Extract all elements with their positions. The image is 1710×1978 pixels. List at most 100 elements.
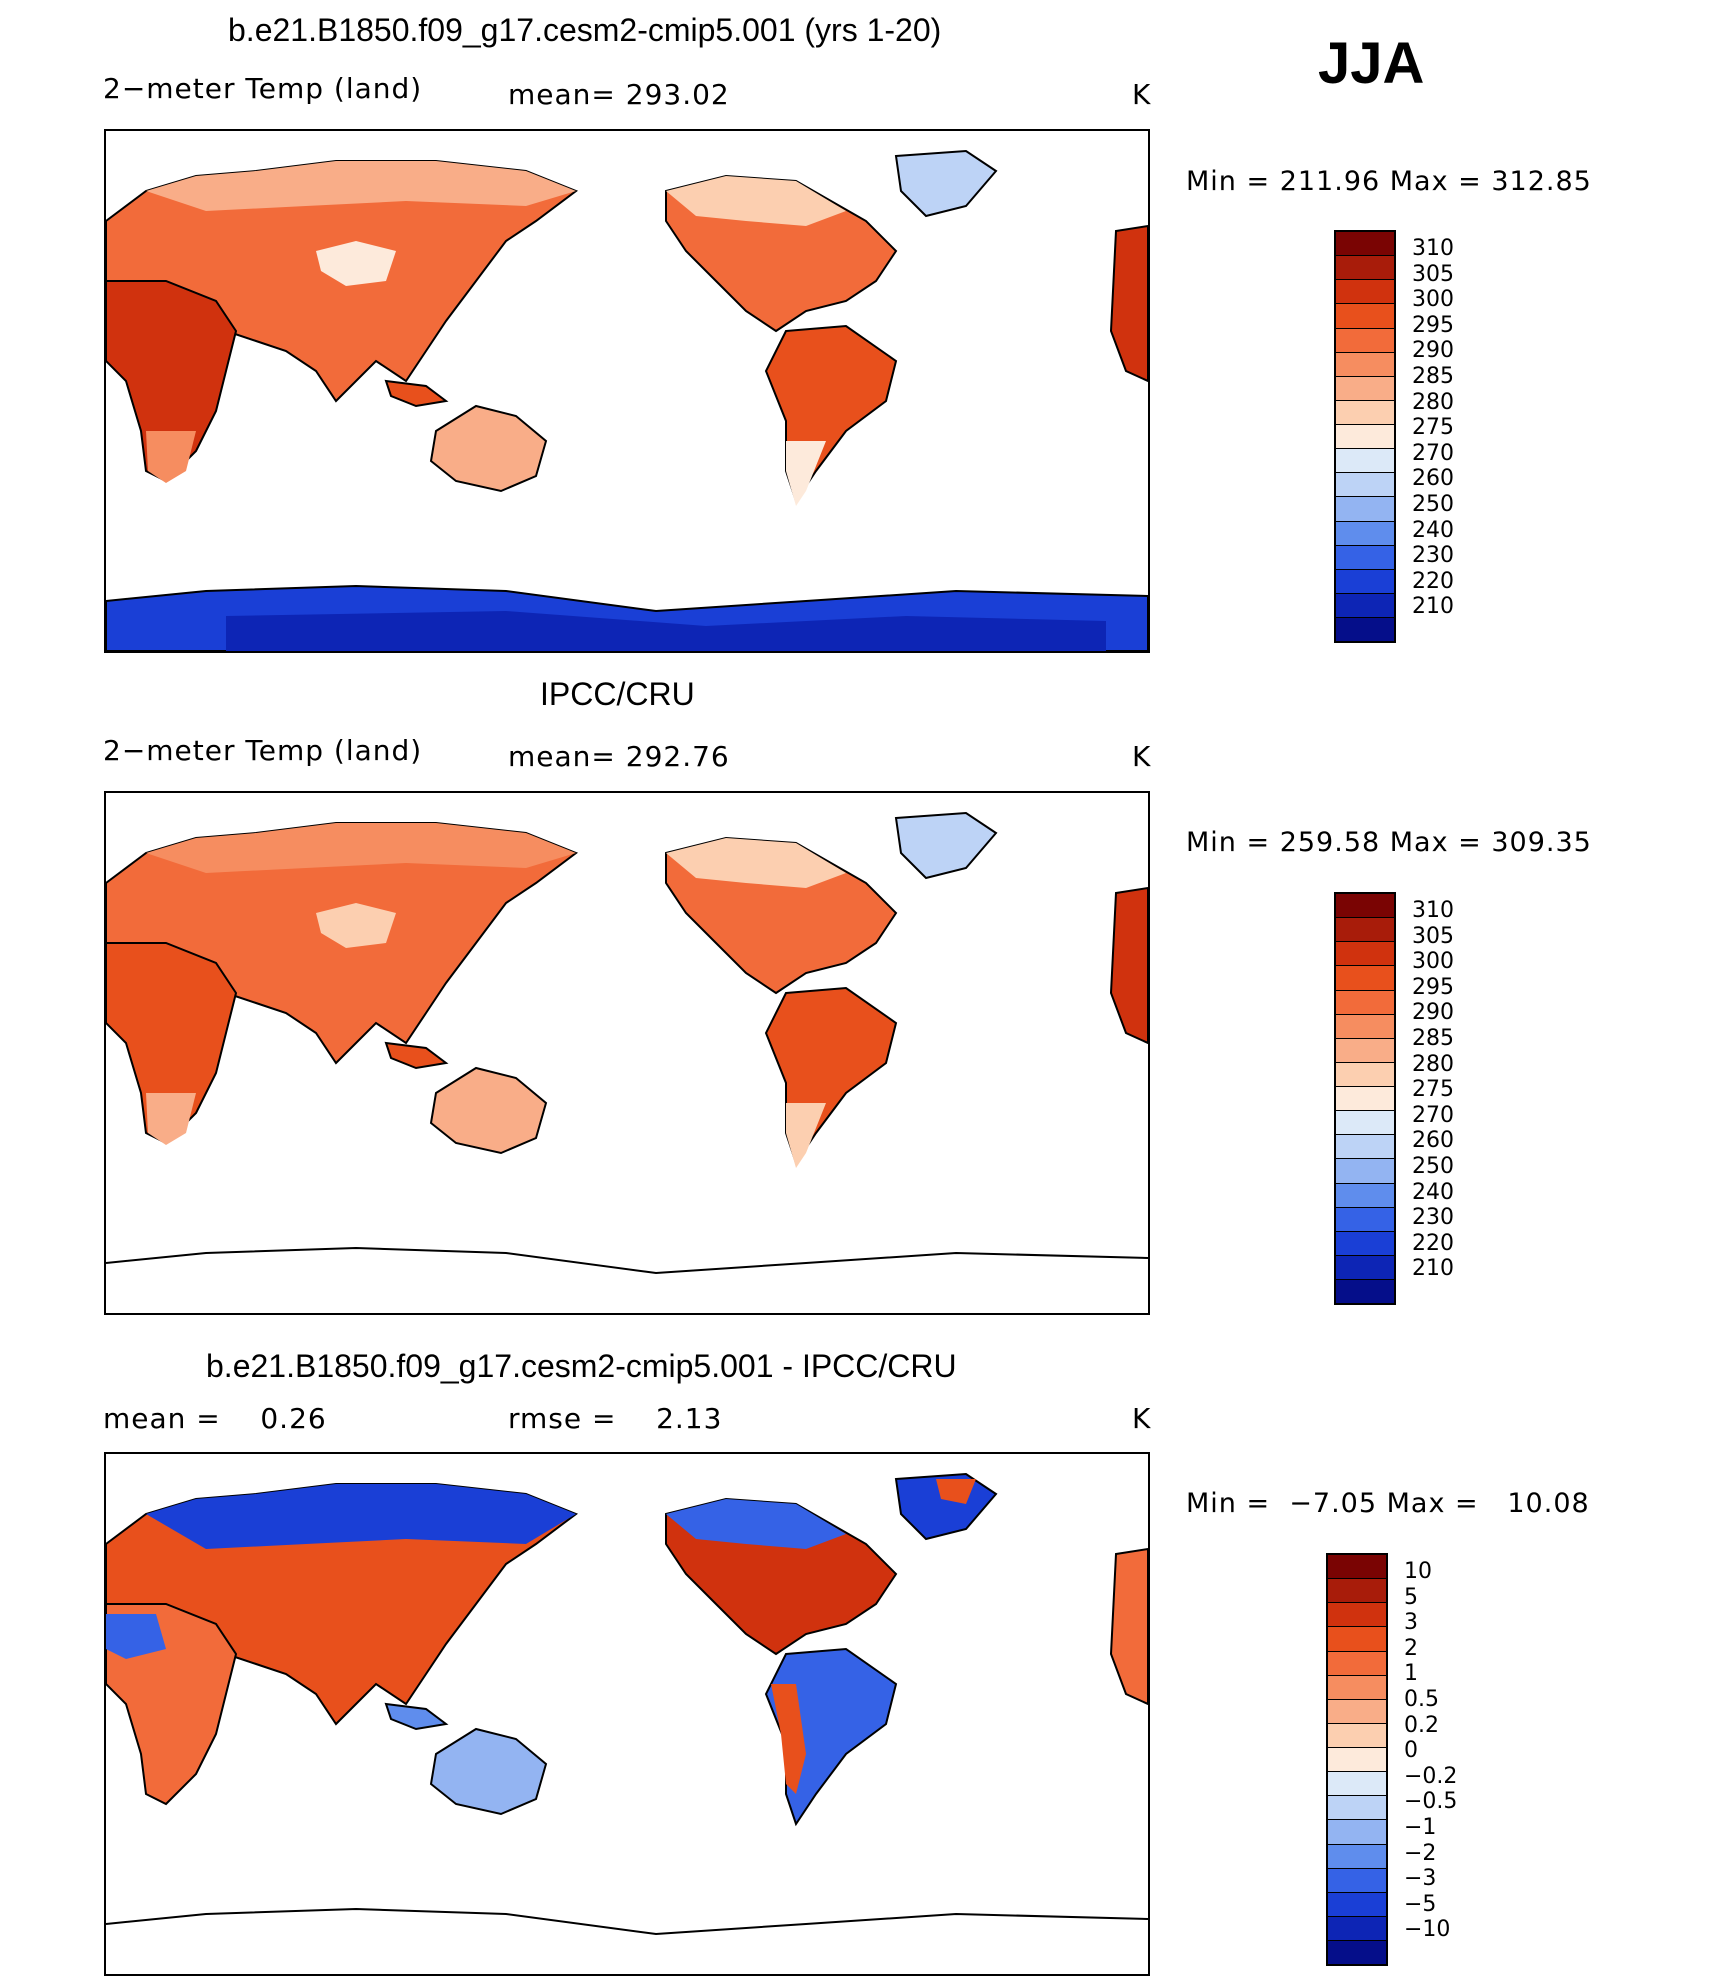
australia-land — [429, 1727, 548, 1816]
colorbar-tick-label: 260 — [1412, 466, 1454, 492]
colorbar-swatch — [1336, 894, 1394, 919]
colorbar-swatch — [1336, 304, 1394, 329]
colorbar-swatch — [1336, 966, 1394, 991]
panel2-colorbar — [1334, 892, 1396, 1305]
colorbar-swatch — [1336, 376, 1394, 401]
colorbar-tick-label: 250 — [1412, 492, 1454, 517]
panel1-minmax-label: Min = 211.96 Max = 312.85 — [1186, 166, 1592, 197]
panel2-landmasses — [106, 811, 1148, 1275]
sahara-cold-bias — [106, 1614, 166, 1659]
north-america-north — [666, 176, 846, 226]
north-america-north — [666, 838, 846, 888]
siberia-cool-band — [146, 823, 576, 873]
colorbar-tick-label: 3 — [1404, 1610, 1418, 1636]
colorbar-swatch — [1336, 280, 1394, 305]
africa-land — [106, 942, 238, 1145]
colorbar-swatch — [1336, 449, 1394, 474]
africa-south — [146, 1093, 196, 1145]
colorbar-swatch — [1336, 918, 1394, 943]
panel3-rmse-label: rmse = 2.13 — [508, 1402, 723, 1435]
panel3-mean-label: mean = 0.26 — [103, 1402, 327, 1435]
panel2-mean-label: mean= 292.76 — [508, 740, 730, 773]
se-asia-islands — [384, 379, 449, 408]
colorbar-tick-label: −10 — [1404, 1917, 1451, 1943]
colorbar-tick-label: 285 — [1412, 364, 1454, 389]
colorbar-tick-label: 230 — [1412, 543, 1454, 569]
colorbar-tick-label: −5 — [1404, 1891, 1437, 1917]
colorbar-swatch — [1336, 497, 1394, 522]
colorbar-tick-label: 260 — [1412, 1128, 1454, 1154]
colorbar-tick-label: 305 — [1412, 923, 1454, 949]
colorbar-swatch — [1328, 1603, 1386, 1628]
colorbar-swatch — [1336, 1135, 1394, 1160]
panel3-colorbar — [1326, 1553, 1388, 1966]
panel3-map — [104, 1452, 1150, 1976]
colorbar-swatch — [1336, 425, 1394, 450]
panel1-landmasses — [106, 149, 1148, 651]
colorbar-swatch — [1328, 1820, 1386, 1845]
colorbar-tick-label: 220 — [1412, 1230, 1454, 1256]
colorbar-tick-label: 290 — [1412, 1000, 1454, 1026]
colorbar-tick-label: 280 — [1412, 1051, 1454, 1077]
panel3-map-canvas — [106, 1472, 1148, 1936]
colorbar-tick-label: −0.2 — [1404, 1763, 1458, 1789]
colorbar-tick-label: 270 — [1412, 1102, 1454, 1128]
colorbar-swatch — [1328, 1796, 1386, 1821]
colorbar-swatch — [1328, 1627, 1386, 1652]
colorbar-tick-label: 0.5 — [1404, 1687, 1439, 1712]
colorbar-swatch — [1336, 569, 1394, 594]
greenland-land — [894, 149, 998, 218]
se-asia-islands — [384, 1041, 449, 1070]
colorbar-tick-label: 1 — [1404, 1661, 1418, 1687]
colorbar-swatch — [1328, 1748, 1386, 1773]
colorbar-tick-label: −0.5 — [1404, 1789, 1458, 1815]
colorbar-swatch — [1336, 990, 1394, 1015]
colorbar-tick-label: −3 — [1404, 1866, 1437, 1892]
panel3-minmax-label: Min = −7.05 Max = 10.08 — [1186, 1488, 1590, 1519]
colorbar-tick-label: 295 — [1412, 974, 1454, 1000]
panel3-landmasses — [106, 1472, 1148, 1936]
colorbar-swatch — [1336, 545, 1394, 570]
colorbar-swatch — [1328, 1916, 1386, 1941]
colorbar-swatch — [1328, 1651, 1386, 1676]
colorbar-tick-label: 240 — [1412, 517, 1454, 543]
colorbar-swatch — [1336, 1062, 1394, 1087]
greenland-land — [894, 811, 998, 880]
colorbar-swatch — [1328, 1868, 1386, 1893]
colorbar-tick-label: 290 — [1412, 338, 1454, 364]
colorbar-tick-label: 210 — [1412, 1256, 1454, 1282]
panel2-unit-label: K — [1132, 740, 1152, 773]
colorbar-tick-label: 300 — [1412, 949, 1454, 975]
panel1-title: b.e21.B1850.f09_g17.cesm2-cmip5.001 (yrs… — [228, 12, 942, 48]
colorbar-swatch — [1336, 1087, 1394, 1112]
colorbar-swatch — [1336, 328, 1394, 353]
colorbar-tick-label: 240 — [1412, 1179, 1454, 1205]
panel2-title: IPCC/CRU — [540, 676, 695, 712]
colorbar-swatch — [1328, 1772, 1386, 1797]
africa-land — [106, 280, 238, 483]
colorbar-swatch — [1336, 232, 1394, 257]
colorbar-swatch — [1328, 1844, 1386, 1869]
colorbar-tick-label: 300 — [1412, 287, 1454, 313]
colorbar-tick-label: 2 — [1404, 1635, 1418, 1661]
antarctica-outline — [106, 1246, 1148, 1275]
colorbar-swatch — [1336, 593, 1394, 618]
colorbar-swatch — [1336, 942, 1394, 967]
colorbar-tick-label: 280 — [1412, 389, 1454, 415]
colorbar-tick-label: 210 — [1412, 594, 1454, 620]
colorbar-tick-label: 285 — [1412, 1026, 1454, 1051]
south-america-south — [786, 441, 826, 506]
greenland-warm — [936, 1479, 976, 1504]
antarctica-outline — [106, 1907, 1148, 1936]
australia-land — [429, 404, 548, 493]
season-label: JJA — [1318, 31, 1425, 96]
panel1-variable-label: 2−meter Temp (land) — [103, 72, 423, 105]
panel2-map-canvas — [106, 811, 1148, 1275]
colorbar-tick-label: 0.2 — [1404, 1712, 1439, 1738]
colorbar-swatch — [1336, 400, 1394, 425]
colorbar-swatch — [1336, 1183, 1394, 1208]
colorbar-tick-label: 310 — [1412, 236, 1454, 261]
tibet-cool-patch — [316, 903, 396, 948]
colorbar-tick-label: 270 — [1412, 440, 1454, 466]
colorbar-tick-label: 5 — [1404, 1584, 1418, 1610]
